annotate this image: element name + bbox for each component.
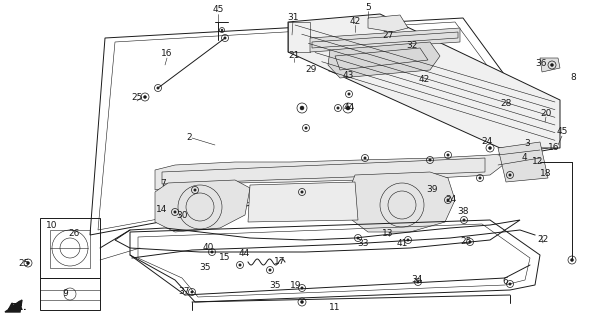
Circle shape	[157, 87, 159, 89]
Text: 31: 31	[287, 13, 299, 22]
Text: 5: 5	[365, 4, 371, 12]
Text: 25: 25	[131, 93, 143, 102]
Text: 29: 29	[305, 65, 317, 74]
Circle shape	[417, 281, 419, 283]
Text: 33: 33	[358, 238, 369, 247]
Polygon shape	[5, 300, 22, 312]
Circle shape	[305, 127, 307, 129]
Circle shape	[348, 93, 350, 95]
Text: 44: 44	[343, 102, 355, 111]
Text: 16: 16	[548, 143, 560, 153]
Text: 19: 19	[290, 281, 302, 290]
Text: 3: 3	[524, 139, 530, 148]
Text: 40: 40	[202, 244, 214, 252]
Text: 44: 44	[239, 250, 250, 259]
Text: 39: 39	[426, 185, 438, 194]
Text: 10: 10	[47, 221, 58, 230]
Text: 13: 13	[382, 228, 394, 237]
Polygon shape	[288, 14, 560, 148]
Circle shape	[27, 261, 29, 265]
Text: 8: 8	[570, 73, 576, 82]
Text: 16: 16	[161, 50, 173, 59]
Circle shape	[300, 300, 303, 303]
Text: 35: 35	[199, 263, 211, 273]
Circle shape	[269, 269, 271, 271]
Text: 37: 37	[178, 287, 190, 297]
Circle shape	[211, 251, 213, 253]
Polygon shape	[328, 42, 440, 78]
Text: 35: 35	[269, 281, 281, 290]
Text: 42: 42	[349, 17, 360, 26]
Text: 25: 25	[18, 259, 29, 268]
Text: 15: 15	[219, 252, 231, 261]
Text: 45: 45	[557, 127, 568, 137]
Polygon shape	[350, 172, 455, 232]
Circle shape	[509, 174, 511, 176]
Text: 2: 2	[186, 133, 192, 142]
Polygon shape	[368, 15, 408, 32]
Circle shape	[191, 291, 193, 293]
Circle shape	[407, 239, 409, 241]
Text: 32: 32	[406, 42, 418, 51]
Polygon shape	[498, 142, 548, 182]
Text: 14: 14	[156, 204, 168, 213]
Text: 38: 38	[457, 207, 469, 217]
Text: 27: 27	[382, 31, 393, 41]
Text: FR.: FR.	[10, 302, 27, 311]
Circle shape	[301, 287, 303, 289]
Circle shape	[301, 191, 303, 193]
Circle shape	[300, 106, 304, 110]
Circle shape	[224, 37, 226, 39]
Text: 4: 4	[521, 153, 527, 162]
Circle shape	[479, 177, 481, 179]
Polygon shape	[310, 28, 460, 52]
Circle shape	[239, 264, 241, 266]
Text: 7: 7	[160, 180, 166, 188]
Text: 41: 41	[396, 239, 408, 249]
Circle shape	[221, 29, 223, 31]
Circle shape	[551, 63, 554, 67]
Text: 11: 11	[329, 303, 341, 313]
Circle shape	[429, 159, 431, 161]
Circle shape	[346, 106, 350, 110]
Text: 9: 9	[62, 290, 68, 299]
Circle shape	[509, 283, 511, 285]
Text: 20: 20	[540, 109, 552, 118]
Text: 21: 21	[288, 51, 300, 60]
Text: 26: 26	[68, 229, 80, 238]
Circle shape	[463, 219, 465, 221]
Text: 22: 22	[537, 236, 548, 244]
Text: 30: 30	[176, 211, 188, 220]
Text: 28: 28	[500, 100, 512, 108]
Circle shape	[469, 241, 471, 243]
Circle shape	[364, 157, 366, 159]
Circle shape	[144, 95, 147, 99]
Circle shape	[194, 189, 196, 191]
Circle shape	[357, 237, 359, 239]
Text: 6: 6	[502, 277, 508, 286]
Text: 43: 43	[342, 71, 353, 81]
Polygon shape	[155, 180, 250, 232]
Text: 25: 25	[461, 236, 472, 245]
Text: 45: 45	[212, 5, 224, 14]
Circle shape	[447, 154, 449, 156]
Text: 17: 17	[274, 257, 286, 266]
Text: 12: 12	[532, 157, 544, 166]
Text: 36: 36	[535, 59, 547, 68]
Text: 24: 24	[481, 138, 492, 147]
Text: 18: 18	[540, 169, 552, 178]
Circle shape	[488, 147, 491, 149]
Text: 42: 42	[418, 75, 429, 84]
Polygon shape	[540, 58, 560, 72]
Text: 24: 24	[445, 195, 456, 204]
Text: 34: 34	[411, 276, 423, 284]
Circle shape	[337, 107, 339, 109]
Polygon shape	[155, 152, 520, 190]
Circle shape	[571, 259, 574, 261]
Circle shape	[447, 199, 449, 201]
Circle shape	[174, 211, 176, 213]
Polygon shape	[248, 182, 358, 222]
